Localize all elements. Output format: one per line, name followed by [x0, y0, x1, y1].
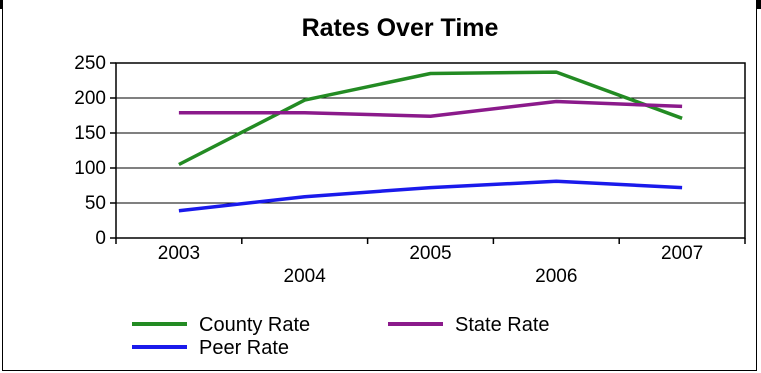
y-tick-label-150: 150: [74, 123, 106, 144]
y-tick-label-200: 200: [74, 88, 106, 109]
series-line-county-rate: [178, 70, 683, 167]
x-tick-label-2004: 2004: [284, 266, 327, 287]
x-tick-label-2007: 2007: [661, 243, 703, 264]
legend-label-county-rate: County Rate: [199, 314, 310, 336]
axes: [115, 62, 746, 239]
y-tick-label-50: 50: [85, 193, 106, 214]
grid-lines: [116, 97, 745, 204]
x-tick-label-2003: 2003: [158, 243, 200, 264]
legend-label-state-rate: State Rate: [455, 314, 550, 336]
x-tick-label-2005: 2005: [409, 243, 451, 264]
series-lines: [178, 70, 683, 213]
y-tick-label-250: 250: [74, 53, 106, 74]
legend-label-peer-rate: Peer Rate: [199, 337, 289, 359]
plot-area-border: [115, 62, 746, 239]
y-axis-ticks: 0 50 100 150 200 250: [74, 53, 116, 249]
chart-title: Rates Over Time: [302, 14, 499, 42]
x-axis-ticks: 2003 2004 2005 2006 2007: [115, 238, 746, 287]
series-line-state-rate: [178, 99, 683, 118]
series-line-peer-rate: [178, 179, 683, 213]
y-tick-label-100: 100: [74, 158, 106, 179]
y-tick-label-0: 0: [95, 228, 106, 249]
x-tick-label-2006: 2006: [535, 266, 577, 287]
legend: County Rate State Rate Peer Rate: [132, 314, 550, 359]
